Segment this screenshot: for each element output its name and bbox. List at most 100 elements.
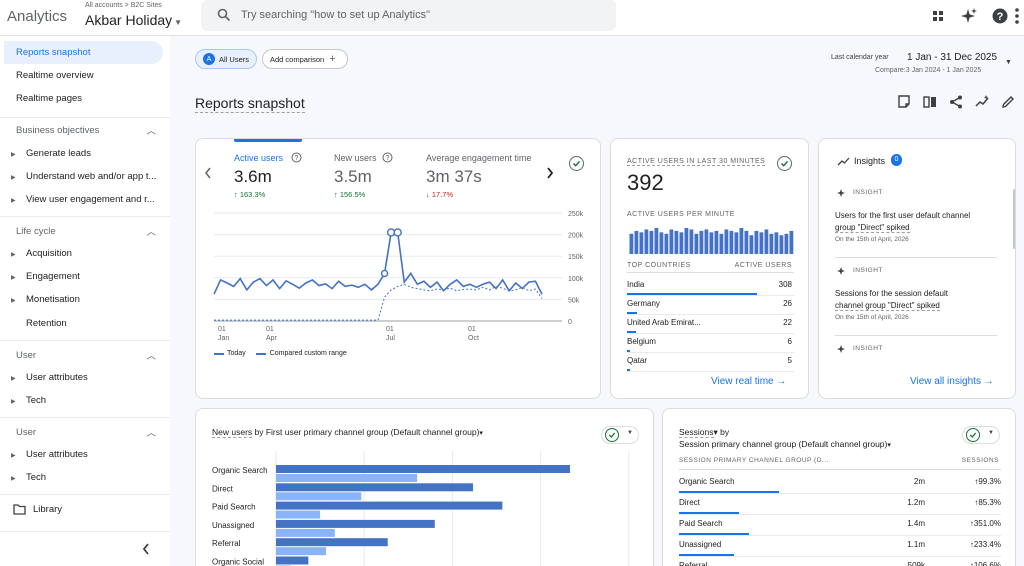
bar-comparison[interactable] xyxy=(276,474,418,482)
view-real-time-link[interactable]: View real time → xyxy=(711,376,786,387)
new-users-card-title[interactable]: New users by First user primary channel … xyxy=(212,427,483,438)
search-bar[interactable] xyxy=(201,0,616,31)
status-dropdown[interactable]: ▼ xyxy=(962,426,1000,444)
breadcrumb[interactable]: All accounts > B2C Sites xyxy=(85,2,162,9)
nav-user-engagement[interactable]: View user engagement and r... xyxy=(26,194,155,205)
anomaly-point[interactable] xyxy=(393,228,402,237)
bar-current[interactable] xyxy=(276,519,435,528)
minute-bar[interactable] xyxy=(729,230,734,254)
section-life-cycle[interactable]: Life cycle ︿ xyxy=(16,222,156,240)
bar-current[interactable] xyxy=(276,556,309,565)
sessions-title-metric[interactable]: Sessions▾ by xyxy=(679,427,729,438)
chevron-left-icon[interactable] xyxy=(204,167,212,179)
compare-icon[interactable] xyxy=(922,94,938,110)
more-vert-icon[interactable] xyxy=(1010,6,1024,26)
bar-current[interactable] xyxy=(276,465,570,473)
nav-generate-leads[interactable]: Generate leads xyxy=(26,148,91,159)
chevron-right-icon[interactable] xyxy=(546,167,554,179)
minute-bar[interactable] xyxy=(629,233,634,254)
help-icon[interactable]: ? xyxy=(990,6,1010,26)
date-dropdown-icon[interactable]: ▼ xyxy=(1005,59,1012,66)
bar-comparison[interactable] xyxy=(276,547,326,556)
nav-retention[interactable]: Retention xyxy=(26,318,67,329)
help-outline-icon[interactable]: ? xyxy=(291,152,302,163)
edit-pencil-icon[interactable] xyxy=(1000,94,1016,110)
help-outline-icon[interactable]: ? xyxy=(382,152,393,163)
channel-name: Organic Search xyxy=(679,477,735,486)
bar-comparison[interactable] xyxy=(276,492,362,501)
minute-bar[interactable] xyxy=(694,233,699,254)
minute-bar[interactable] xyxy=(784,233,789,254)
minute-bar[interactable] xyxy=(764,229,769,254)
check-circle-icon[interactable] xyxy=(569,156,584,171)
minute-bar[interactable] xyxy=(649,230,654,254)
view-all-insights-link[interactable]: View all insights → xyxy=(910,376,994,387)
minute-bar[interactable] xyxy=(664,233,669,254)
minute-bar[interactable] xyxy=(749,235,754,254)
minute-bar[interactable] xyxy=(679,232,684,254)
nav-tech-2[interactable]: Tech xyxy=(26,472,47,483)
nav-user-attributes-2[interactable]: User attributes xyxy=(26,449,88,460)
check-circle-icon[interactable] xyxy=(777,156,792,171)
share-icon[interactable] xyxy=(948,94,964,110)
search-input[interactable] xyxy=(241,5,601,25)
minute-bar[interactable] xyxy=(744,230,749,254)
add-comparison-button[interactable]: Add comparison + xyxy=(262,49,348,69)
nav-library[interactable]: Library xyxy=(33,504,63,515)
bar-comparison[interactable] xyxy=(276,510,321,519)
nav-reports-snapshot[interactable]: Reports snapshot xyxy=(4,41,163,64)
insights-trend-icon[interactable] xyxy=(974,94,990,110)
nav-acquisition[interactable]: Acquisition xyxy=(26,248,72,259)
bar-current[interactable] xyxy=(276,483,473,492)
account-selector[interactable]: Akbar Holiday ▼ xyxy=(85,12,182,28)
bar-current[interactable] xyxy=(276,538,388,547)
section-user[interactable]: User ︿ xyxy=(16,346,156,364)
minute-bar[interactable] xyxy=(634,230,639,254)
minute-bar[interactable] xyxy=(739,228,744,254)
sparkle-icon[interactable] xyxy=(959,6,979,26)
minute-bar[interactable] xyxy=(769,233,774,254)
minute-bar[interactable] xyxy=(639,232,644,254)
minute-bar[interactable] xyxy=(719,233,724,254)
minute-bar[interactable] xyxy=(754,230,759,254)
minute-bar[interactable] xyxy=(789,230,794,254)
minute-bar[interactable] xyxy=(684,228,689,254)
minute-bar[interactable] xyxy=(714,230,719,254)
comparison-chip-all-users[interactable]: A All Users xyxy=(195,49,257,69)
date-range[interactable]: 1 Jan - 31 Dec 2025 xyxy=(907,52,998,63)
minute-bar[interactable] xyxy=(759,232,764,254)
nav-understand-traffic[interactable]: Understand web and/or app t... xyxy=(26,171,157,182)
minute-bar[interactable] xyxy=(644,229,649,254)
minute-bar[interactable] xyxy=(654,228,659,254)
minute-bar[interactable] xyxy=(734,232,739,254)
nav-tech[interactable]: Tech xyxy=(26,395,47,406)
section-business-objectives[interactable]: Business objectives ︿ xyxy=(16,121,156,139)
customize-icon[interactable] xyxy=(896,94,912,110)
collapse-chevron-icon[interactable] xyxy=(141,542,151,556)
nav-realtime-pages[interactable]: Realtime pages xyxy=(16,93,83,104)
bar-comparison[interactable] xyxy=(276,528,335,537)
minute-bar[interactable] xyxy=(724,229,729,254)
minute-bar[interactable] xyxy=(659,232,664,254)
minute-bar[interactable] xyxy=(709,232,714,254)
minute-bar[interactable] xyxy=(689,229,694,254)
y-tick-label: 50k xyxy=(568,297,580,304)
nav-realtime-overview[interactable]: Realtime overview xyxy=(16,70,94,81)
minute-bar[interactable] xyxy=(669,229,674,254)
minute-bar[interactable] xyxy=(674,230,679,254)
status-dropdown[interactable]: ▼ xyxy=(601,426,639,444)
minute-bar[interactable] xyxy=(779,235,784,254)
anomaly-point[interactable] xyxy=(380,269,389,278)
nav-monetisation[interactable]: Monetisation xyxy=(26,294,80,305)
app-logo[interactable]: Analytics xyxy=(7,8,68,25)
bar-current[interactable] xyxy=(276,501,503,510)
minute-bar[interactable] xyxy=(704,229,709,254)
sessions-title-dimension[interactable]: Session primary channel group (Default c… xyxy=(679,439,891,449)
apps-icon[interactable] xyxy=(928,6,948,26)
section-user-2[interactable]: User ︿ xyxy=(16,423,156,441)
scrollbar[interactable] xyxy=(1013,189,1015,249)
minute-bar[interactable] xyxy=(699,230,704,254)
minute-bar[interactable] xyxy=(774,232,779,254)
nav-user-attributes[interactable]: User attributes xyxy=(26,372,88,383)
nav-engagement[interactable]: Engagement xyxy=(26,271,80,282)
